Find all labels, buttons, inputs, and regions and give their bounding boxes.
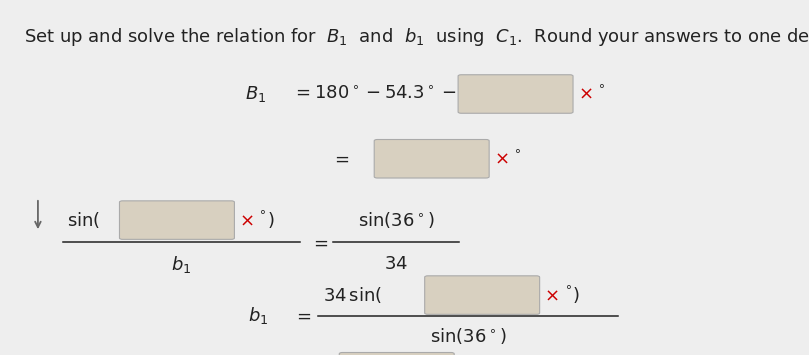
Text: $\circ$: $\circ$ <box>564 279 572 292</box>
Text: Set up and solve the relation for  $B_1$  and  $b_1$  using  $C_1$.  Round your : Set up and solve the relation for $B_1$ … <box>24 26 809 48</box>
Text: $= 180^\circ - 54.3^\circ -$: $= 180^\circ - 54.3^\circ -$ <box>292 85 456 103</box>
Text: $B_1$: $B_1$ <box>245 84 266 104</box>
Text: $\times$: $\times$ <box>544 286 559 304</box>
FancyBboxPatch shape <box>425 276 540 314</box>
Text: $\times$: $\times$ <box>239 211 254 229</box>
FancyBboxPatch shape <box>375 140 489 178</box>
Text: $\circ$: $\circ$ <box>513 143 521 156</box>
Text: $\sin(36^\circ)$: $\sin(36^\circ)$ <box>358 210 434 230</box>
Text: $34$: $34$ <box>384 255 408 273</box>
Text: $\times$: $\times$ <box>578 85 592 103</box>
Text: $\sin\!($: $\sin\!($ <box>66 210 100 230</box>
FancyBboxPatch shape <box>458 75 573 113</box>
Text: $=$: $=$ <box>310 233 328 251</box>
Text: $\circ$: $\circ$ <box>259 204 266 217</box>
Text: $\times$: $\times$ <box>493 150 508 168</box>
Text: $=$: $=$ <box>331 150 349 168</box>
FancyBboxPatch shape <box>339 353 454 355</box>
Text: $b_1$: $b_1$ <box>248 305 268 326</box>
Text: $\circ$: $\circ$ <box>597 78 605 91</box>
FancyBboxPatch shape <box>120 201 235 239</box>
Text: $34\,\sin\!($: $34\,\sin\!($ <box>323 285 382 305</box>
Text: $b_1$: $b_1$ <box>171 254 192 275</box>
Text: $=$: $=$ <box>293 306 311 324</box>
Text: $\sin(36^\circ)$: $\sin(36^\circ)$ <box>430 326 506 346</box>
Text: $)$: $)$ <box>267 210 274 230</box>
Text: $)$: $)$ <box>572 285 580 305</box>
